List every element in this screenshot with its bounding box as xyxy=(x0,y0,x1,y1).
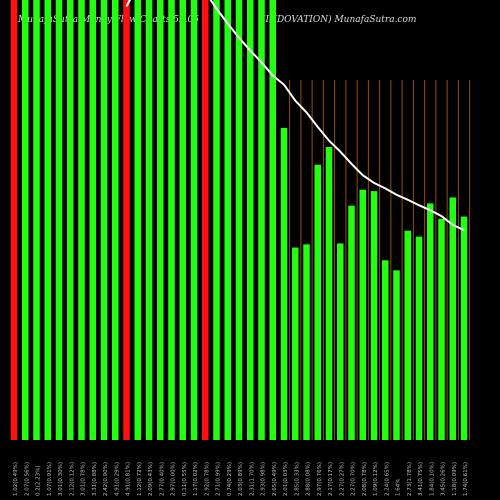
bar xyxy=(460,216,468,440)
category-label: 2.42(0.90%) xyxy=(103,462,109,496)
bar xyxy=(33,0,40,440)
bar xyxy=(224,0,231,440)
bar xyxy=(168,0,175,440)
category-label: 2.71(0.99%) xyxy=(216,462,222,496)
bar xyxy=(213,0,220,440)
category-label: 2.01(0.03%) xyxy=(283,462,289,496)
bar xyxy=(55,0,63,440)
category-label: 4.91(0.81%) xyxy=(126,462,132,496)
bar xyxy=(359,189,366,440)
bar xyxy=(89,0,96,440)
bar xyxy=(325,146,333,441)
category-label: 0.74(0.29%) xyxy=(227,462,233,496)
bar xyxy=(438,218,445,440)
category-label: 1.84(0.10%) xyxy=(429,462,435,496)
bar xyxy=(427,203,434,440)
bar xyxy=(258,0,265,440)
category-label: 1.09(0.12%) xyxy=(373,462,379,496)
category-label: 2.93(0.98%) xyxy=(261,462,267,496)
category-label: 1.02(0.49%) xyxy=(13,462,19,496)
category-label: 2.73(1.78%) xyxy=(407,462,413,496)
bars xyxy=(10,0,468,441)
bar xyxy=(100,0,108,440)
bar xyxy=(202,0,209,440)
category-label: 2.08(0.78%) xyxy=(362,462,368,496)
category-label: 1.07(0.91%) xyxy=(47,462,53,496)
category-label: 2.97(0.00%) xyxy=(171,462,177,496)
category-label: 3.01(0.30%) xyxy=(58,462,64,496)
bar xyxy=(190,0,198,440)
bar xyxy=(415,236,423,440)
bar xyxy=(22,0,29,440)
category-label: 2.24(0.65%) xyxy=(384,462,390,496)
bar xyxy=(67,0,74,440)
average-line xyxy=(125,0,465,232)
bar xyxy=(393,270,400,440)
category-label: 2.31(1.70%) xyxy=(249,462,255,496)
category-label: 1.12(0.72%) xyxy=(137,462,143,496)
category-label: 1.64% xyxy=(396,479,402,496)
bar xyxy=(145,0,153,440)
bar xyxy=(269,0,276,440)
bar xyxy=(303,244,310,440)
category-label: 3.31(0.88%) xyxy=(92,462,98,496)
category-label: 2.07(0.56%) xyxy=(24,462,30,496)
category-label: 2.27(0.27%) xyxy=(339,462,345,496)
bar xyxy=(348,205,355,440)
category-label: 1.17(0.02%) xyxy=(193,462,199,496)
bar xyxy=(44,0,51,440)
category-label: 2.88(0.08%) xyxy=(306,462,312,496)
bar xyxy=(382,260,389,440)
category-label: 2.92(0.78%) xyxy=(204,462,210,496)
bar xyxy=(280,127,288,441)
bar xyxy=(179,0,186,440)
category-label: 2.97(0.76%) xyxy=(317,462,323,496)
bar xyxy=(292,247,299,440)
bar xyxy=(247,0,254,440)
category-label: 3.41(0.75%) xyxy=(418,462,424,496)
category-label: 2.03(0.89%) xyxy=(238,462,244,496)
category-label: 2.17(0.17%) xyxy=(328,462,334,496)
bar xyxy=(370,191,378,440)
average-line-group xyxy=(125,0,465,232)
bar xyxy=(123,0,130,440)
category-label: 4.91(0.29%) xyxy=(114,462,120,496)
grid-lines xyxy=(289,80,471,440)
chart-header-right: (INDOVATION) MunafaSutra.com xyxy=(262,15,417,25)
bar xyxy=(449,197,456,440)
bar xyxy=(314,164,321,440)
category-label: 3.01(0.78%) xyxy=(81,462,87,496)
bar xyxy=(112,0,119,440)
category-label: 2.12(0.12%) xyxy=(69,462,75,496)
category-label: 2.65(0.49%) xyxy=(272,462,278,496)
category-labels: 1.02(0.49%) 2.07(0.56%) 0.2(2.23%) 1.07(0.9… xyxy=(13,462,469,496)
category-label: 0.11(0.55%) xyxy=(182,462,188,496)
bar xyxy=(404,230,411,440)
bar xyxy=(134,0,141,440)
category-label: 1.18(0.09%) xyxy=(452,462,458,496)
category-label: 1.74(0.61%) xyxy=(463,462,469,496)
category-label: 0.2(2.23%) xyxy=(36,465,42,496)
category-label: 2.85(0.33%) xyxy=(294,462,300,496)
category-label: 3.45(0.26%) xyxy=(441,462,447,496)
category-label: 2.77(0.40%) xyxy=(159,462,165,496)
category-label: 2.27(0.70%) xyxy=(351,462,357,496)
bar xyxy=(78,0,85,440)
category-label: 2.09(0.43%) xyxy=(148,462,154,496)
bar xyxy=(235,0,243,440)
bar xyxy=(10,0,18,440)
chart-header-left: MunafaSutra Money Flow Charts 52.05 xyxy=(18,15,199,25)
bar xyxy=(337,243,344,440)
bar xyxy=(157,0,164,440)
